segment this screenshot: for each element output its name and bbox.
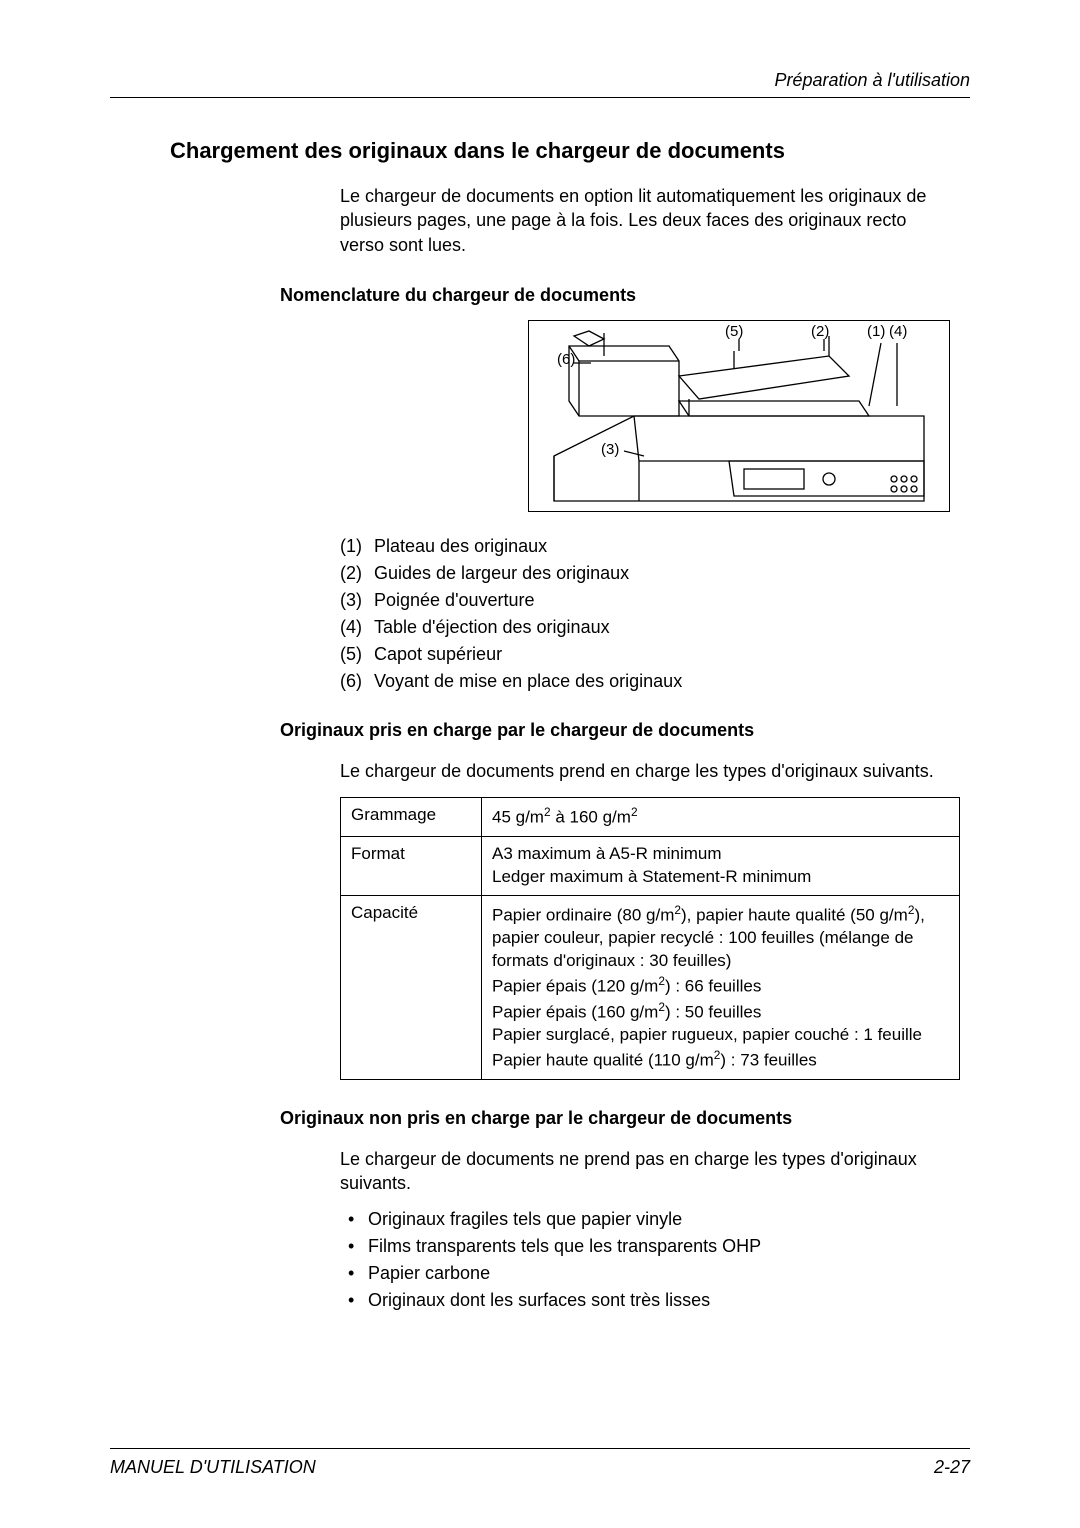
supported-intro: Le chargeur de documents prend en charge… (340, 759, 950, 783)
legend-item: (3)Poignée d'ouverture (340, 590, 970, 611)
page-footer: MANUEL D'UTILISATION 2-27 (110, 1448, 970, 1478)
callout-2: (2) (811, 323, 829, 340)
table-row: Capacité Papier ordinaire (80 g/m2), pap… (341, 895, 960, 1079)
callout-1: (1) (867, 323, 885, 340)
chapter-title: Chargement des originaux dans le chargeu… (170, 138, 970, 164)
section-unsupported-title: Originaux non pris en charge par le char… (280, 1108, 970, 1129)
spec-label: Capacité (341, 895, 482, 1079)
table-row: Grammage 45 g/m2 à 160 g/m2 (341, 798, 960, 837)
footer-page-number: 2-27 (934, 1457, 970, 1478)
legend-list: (1)Plateau des originaux (2)Guides de la… (340, 536, 970, 692)
header-section-title: Préparation à l'utilisation (110, 70, 970, 91)
callout-4: (4) (889, 323, 907, 340)
spec-label: Grammage (341, 798, 482, 837)
page: Préparation à l'utilisation Chargement d… (0, 0, 1080, 1528)
spec-value: A3 maximum à A5-R minimumLedger maximum … (482, 836, 960, 895)
footer-rule (110, 1448, 970, 1449)
document-feeder-diagram: (6) (5) (2) (1) (4) (3) (528, 320, 950, 512)
unsupported-intro: Le chargeur de documents ne prend pas en… (340, 1147, 950, 1196)
header-rule (110, 97, 970, 98)
list-item: Films transparents tels que les transpar… (340, 1236, 970, 1257)
unsupported-list: Originaux fragiles tels que papier vinyl… (340, 1209, 970, 1311)
legend-item: (4)Table d'éjection des originaux (340, 617, 970, 638)
legend-item: (6)Voyant de mise en place des originaux (340, 671, 970, 692)
diagram-svg (529, 321, 949, 511)
intro-paragraph: Le chargeur de documents en option lit a… (340, 184, 950, 257)
callout-5: (5) (725, 323, 743, 340)
section-supported-title: Originaux pris en charge par le chargeur… (280, 720, 970, 741)
legend-item: (5)Capot supérieur (340, 644, 970, 665)
specification-table: Grammage 45 g/m2 à 160 g/m2 Format A3 ma… (340, 797, 960, 1080)
diagram-container: (6) (5) (2) (1) (4) (3) (110, 320, 950, 512)
table-row: Format A3 maximum à A5-R minimumLedger m… (341, 836, 960, 895)
callout-6: (6) (557, 351, 575, 368)
legend-item: (1)Plateau des originaux (340, 536, 970, 557)
section-nomenclature-title: Nomenclature du chargeur de documents (280, 285, 970, 306)
list-item: Originaux dont les surfaces sont très li… (340, 1290, 970, 1311)
spec-value: Papier ordinaire (80 g/m2), papier haute… (482, 895, 960, 1079)
callout-3: (3) (601, 441, 619, 458)
spec-label: Format (341, 836, 482, 895)
list-item: Originaux fragiles tels que papier vinyl… (340, 1209, 970, 1230)
list-item: Papier carbone (340, 1263, 970, 1284)
spec-value: 45 g/m2 à 160 g/m2 (482, 798, 960, 837)
legend-item: (2)Guides de largeur des originaux (340, 563, 970, 584)
footer-manual-title: MANUEL D'UTILISATION (110, 1457, 316, 1478)
